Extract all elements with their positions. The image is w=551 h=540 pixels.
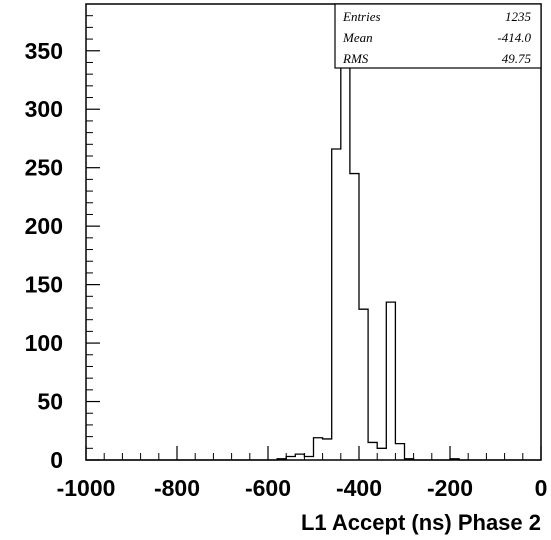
histogram-bin [314, 438, 323, 460]
x-tick-label: -400 [336, 475, 382, 501]
plot-frame [85, 3, 542, 461]
x-axis-tick-labels: -1000 -800 -600 -400 -200 0 [57, 475, 548, 501]
y-axis-ticks [86, 3, 100, 461]
y-axis-tick-labels: 0 50 100 150 200 250 300 350 [25, 38, 63, 473]
x-tick-label: -200 [427, 475, 473, 501]
histogram-bin [395, 444, 404, 460]
histogram-bin [323, 439, 332, 460]
histogram-bin [295, 454, 304, 460]
histogram-outline [86, 46, 541, 461]
stats-mean-value: -414.0 [497, 30, 531, 45]
histogram-bin [332, 149, 341, 460]
x-tick-label: -800 [154, 475, 200, 501]
stats-rms-label: RMS [342, 51, 369, 66]
x-axis-title: L1 Accept (ns) Phase 2 [301, 510, 541, 535]
histogram-bin [386, 302, 395, 460]
stats-box-frame [334, 3, 542, 69]
stats-rms-value: 49.75 [502, 51, 532, 66]
y-tick-label: 300 [25, 96, 63, 122]
y-tick-label: 350 [25, 38, 63, 64]
y-tick-label: 200 [25, 213, 63, 239]
y-tick-label: 0 [50, 447, 63, 473]
y-tick-label: 100 [25, 330, 63, 356]
y-tick-label: 250 [25, 155, 63, 181]
histogram-bin [341, 47, 350, 460]
stats-entries-label: Entries [342, 9, 381, 24]
y-tick-label: 50 [37, 389, 63, 415]
y-tick-label: 150 [25, 272, 63, 298]
x-tick-label: -1000 [57, 475, 116, 501]
stats-mean-label: Mean [342, 30, 373, 45]
histogram-bin [350, 174, 359, 460]
stats-box: Entries 1235 Mean -414.0 RMS 49.75 [334, 3, 542, 69]
histogram-bin [368, 442, 377, 460]
x-tick-label: -600 [245, 475, 291, 501]
histogram-bin [359, 309, 368, 460]
stats-entries-value: 1235 [505, 9, 532, 24]
x-tick-label: 0 [535, 475, 548, 501]
histogram-bin [377, 448, 386, 460]
x-axis-ticks [85, 446, 542, 460]
